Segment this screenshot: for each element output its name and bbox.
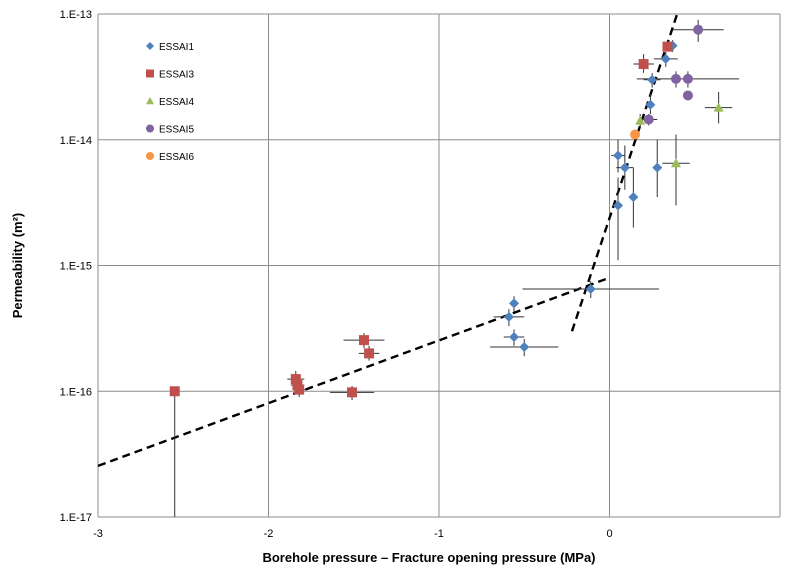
essai1-point: [509, 298, 520, 309]
essai3-point: [638, 59, 649, 70]
legend-label-essai5: ESSAI5: [159, 125, 194, 136]
legend-marker-essai1: [146, 42, 154, 50]
essai5-point: [682, 73, 693, 84]
essai6-point: [630, 129, 641, 140]
x-tick-label: -3: [93, 528, 103, 540]
essai1-point: [613, 200, 624, 211]
x-tick-labels: -3 -2 -1 0: [93, 528, 612, 540]
y-tick-label: 1.E-13: [60, 9, 92, 21]
essai1-point: [652, 162, 663, 173]
legend-label-essai4: ESSAI4: [159, 97, 194, 108]
legend-marker-essai3: [146, 69, 154, 78]
x-tick-label: -1: [434, 528, 444, 540]
essai1-point: [647, 74, 658, 85]
essai1-point: [660, 53, 671, 64]
x-axis-title: Borehole pressure – Fracture opening pre…: [262, 550, 595, 565]
essai5-point: [670, 73, 681, 84]
essai5-point: [682, 90, 693, 101]
essai3-point: [294, 384, 305, 395]
y-tick-label: 1.E-16: [60, 386, 92, 398]
essai1-point: [503, 311, 514, 322]
essai4-point: [635, 115, 646, 125]
y-axis-title: Permeability (m²): [10, 213, 25, 318]
trend-lines: [97, 12, 679, 468]
essai3-point: [169, 386, 180, 397]
grid-lines: [97, 13, 781, 518]
essai3-point: [290, 374, 301, 385]
essai3-point: [364, 348, 375, 359]
essai3-point: [662, 41, 673, 52]
y-tick-label: 1.E-14: [60, 135, 92, 147]
trend-line: [570, 12, 679, 332]
essai5-point: [643, 114, 654, 125]
essai4-point: [713, 102, 724, 112]
essai1-point: [509, 332, 520, 343]
essai3-point: [347, 387, 358, 398]
x-tick-label: 0: [606, 528, 612, 540]
essai5-point: [693, 24, 704, 35]
x-tick-label: -2: [264, 528, 274, 540]
legend-marker-essai5: [146, 124, 154, 133]
essai1-point: [585, 284, 596, 295]
essai1-point: [619, 162, 630, 173]
legend-label-essai3: ESSAI3: [159, 70, 194, 81]
essai1-point: [628, 192, 639, 203]
essai1-point: [645, 99, 656, 110]
legend: ESSAI1 ESSAI3 ESSAI4 ESSAI5 ESSAI6: [146, 42, 194, 163]
data-points: [169, 24, 724, 398]
legend-label-essai1: ESSAI1: [159, 42, 194, 53]
legend-label-essai6: ESSAI6: [159, 152, 194, 163]
y-tick-label: 1.E-17: [60, 512, 92, 524]
legend-marker-essai4: [146, 97, 154, 105]
essai1-point: [613, 150, 624, 161]
essai4-point: [670, 158, 681, 168]
y-tick-labels: 1.E-17 1.E-16 1.E-15 1.E-14 1.E-13: [60, 9, 92, 524]
essai3-point: [358, 335, 369, 346]
y-tick-label: 1.E-15: [60, 261, 92, 273]
legend-marker-essai6: [146, 152, 154, 160]
essai1-point: [519, 341, 530, 352]
